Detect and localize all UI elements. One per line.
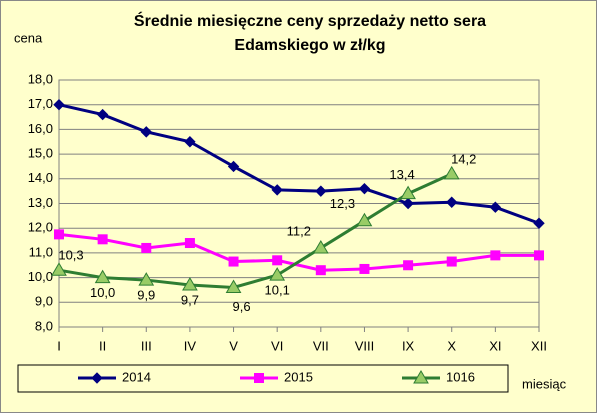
data-label: 10,0 (90, 285, 115, 300)
y-tick-label: 13,0 (28, 195, 53, 210)
data-point (272, 255, 283, 266)
x-tick-label: X (447, 338, 456, 353)
data-point (184, 136, 196, 148)
data-label: 12,3 (330, 196, 355, 211)
data-point (54, 229, 64, 240)
data-point (184, 238, 195, 249)
series-line (58, 232, 539, 272)
y-tick-label: 10,0 (28, 269, 53, 284)
data-point (534, 250, 544, 261)
y-tick-label: 8,0 (35, 318, 53, 333)
data-label: 10,3 (58, 248, 83, 263)
data-point (446, 196, 458, 208)
chart-title: Średnie miesięczne ceny sprzedaży netto … (134, 11, 486, 30)
x-tick-label: XII (531, 338, 547, 353)
y-tick-label: 18,0 (28, 71, 53, 86)
x-tick-label: I (57, 338, 61, 353)
y-tick-label: 9,0 (35, 294, 53, 309)
y-tick-label: 16,0 (28, 121, 53, 136)
data-point (400, 185, 416, 200)
data-point (227, 160, 240, 173)
data-point (533, 217, 545, 229)
data-point (53, 98, 65, 111)
data-label: 9,9 (137, 288, 155, 303)
data-point (94, 269, 111, 284)
data-point (489, 201, 502, 213)
data-point (490, 250, 501, 261)
data-label: 14,2 (451, 151, 476, 166)
x-tick-label: II (99, 338, 106, 353)
x-tick-label: VI (271, 338, 283, 353)
data-point (269, 267, 286, 281)
data-label: 10,1 (265, 283, 290, 298)
legend-label: 2014 (122, 369, 151, 384)
data-point (225, 279, 242, 293)
data-point (443, 165, 460, 180)
data-label: 9,6 (233, 299, 251, 314)
x-tick-label: VIII (355, 338, 375, 353)
data-point (97, 234, 108, 245)
x-tick-label: IX (402, 338, 415, 353)
data-point (402, 197, 414, 210)
y-tick-label: 14,0 (28, 170, 53, 185)
plot-border (58, 79, 540, 328)
data-label: 13,4 (389, 167, 414, 182)
y-tick-label: 11,0 (29, 244, 53, 259)
chart-title: Edamskiego w zł/kg (234, 37, 385, 54)
series-line (58, 172, 453, 289)
x-tick-label: V (229, 338, 238, 353)
y-tick-label: 12,0 (28, 220, 53, 235)
data-point (356, 212, 373, 227)
data-point (96, 108, 109, 121)
data-point (138, 272, 155, 286)
legend-marker (413, 370, 429, 384)
x-axis-label: miesiąc (522, 376, 567, 391)
y-axis-label: cena (14, 30, 43, 45)
data-point (403, 260, 414, 271)
data-point (271, 184, 283, 196)
x-tick-label: III (141, 338, 152, 353)
legend-label: 2015 (284, 369, 313, 384)
data-point (228, 256, 239, 267)
data-point (312, 239, 329, 254)
data-label: 9,7 (181, 292, 199, 307)
data-point (51, 262, 67, 276)
data-point (315, 265, 326, 276)
legend-label: 1016 (446, 369, 475, 384)
data-point (315, 185, 327, 197)
x-tick-label: XI (489, 338, 501, 353)
legend-marker (91, 372, 103, 384)
data-point (182, 277, 198, 291)
y-tick-label: 17,0 (28, 96, 53, 111)
data-point (140, 126, 152, 138)
x-tick-label: VII (313, 338, 329, 353)
series-line (58, 103, 540, 225)
data-point (141, 242, 152, 253)
data-point (359, 263, 370, 274)
data-point (358, 182, 371, 195)
data-label: 11,2 (287, 223, 311, 238)
legend-marker (254, 373, 264, 383)
x-tick-label: IV (184, 338, 197, 353)
y-tick-label: 15,0 (28, 146, 53, 161)
data-point (446, 256, 457, 267)
